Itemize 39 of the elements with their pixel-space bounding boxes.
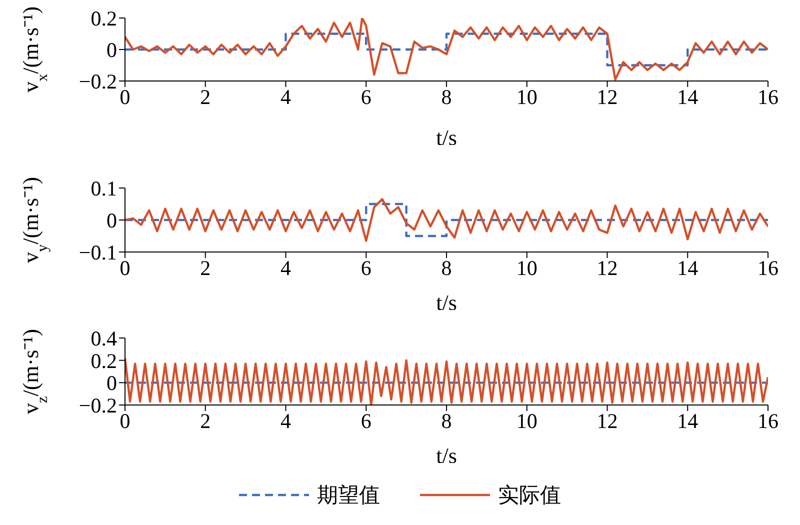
y-tick-label: −0.2	[78, 393, 117, 418]
y-tick-label: 0.4	[90, 326, 118, 350]
x-tick-label: 4	[280, 256, 292, 280]
y-tick-label: −0.1	[78, 240, 117, 264]
x-tick-label: 12	[596, 84, 618, 109]
x-tick-label: 4	[280, 84, 292, 109]
legend-label: 实际值	[498, 482, 561, 509]
x-tick-label: 16	[758, 84, 778, 109]
y-tick-label: −0.2	[78, 69, 117, 94]
x-axis-title: t/s	[436, 443, 457, 468]
y-tick-label: 0.1	[90, 176, 117, 200]
x-tick-label: 10	[516, 408, 538, 433]
x-tick-label: 14	[677, 84, 699, 109]
x-tick-label: 2	[200, 256, 211, 280]
x-tick-label: 12	[596, 408, 618, 433]
y-tick-label: 0.2	[90, 348, 117, 373]
x-tick-label: 12	[596, 256, 618, 280]
y-tick-label: 0	[106, 371, 117, 396]
x-tick-label: 2	[200, 84, 211, 109]
x-tick-label: 14	[677, 408, 699, 433]
x-tick-label: 14	[677, 256, 699, 280]
x-tick-label: 6	[360, 408, 372, 433]
y-tick-label: 0.2	[90, 6, 117, 30]
x-axis-title: t/s	[436, 290, 457, 315]
x-tick-label: 2	[200, 408, 211, 433]
legend-label: 期望值	[317, 482, 380, 509]
x-tick-label: 6	[360, 84, 372, 109]
x-tick-label: 16	[758, 408, 778, 433]
x-tick-label: 10	[516, 84, 538, 109]
x-tick-label: 8	[441, 84, 452, 109]
x-axis-title: t/s	[436, 125, 457, 150]
x-tick-label: 6	[360, 256, 372, 280]
x-tick-label: 8	[441, 408, 452, 433]
x-tick-label: 16	[758, 256, 778, 280]
x-tick-label: 8	[441, 256, 452, 280]
x-tick-label: 4	[280, 408, 292, 433]
y-tick-label: 0	[106, 38, 117, 62]
y-tick-label: 0	[106, 208, 117, 232]
x-tick-label: 10	[516, 256, 538, 280]
